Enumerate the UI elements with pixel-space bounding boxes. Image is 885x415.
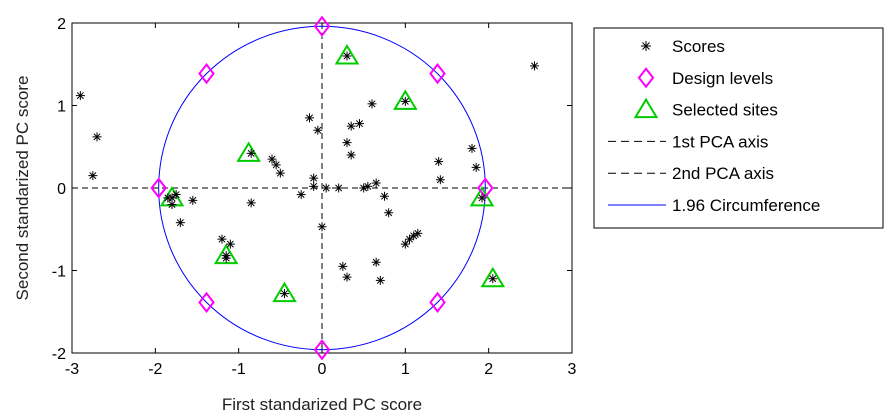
score-point	[380, 191, 389, 201]
legend-entry: 1.96 Circumference	[608, 196, 820, 215]
design-level-point	[198, 63, 215, 85]
legend-entry: 1st PCA axis	[608, 132, 768, 151]
selected-site-point	[469, 185, 495, 207]
score-point	[488, 274, 498, 284]
score-point	[246, 148, 256, 158]
x-tick-label: -2	[148, 361, 162, 378]
legend-box	[593, 27, 884, 229]
score-point	[346, 150, 356, 160]
score-point	[271, 160, 281, 170]
x-axis-label: First standarized PC score	[222, 395, 422, 414]
x-tick-label: 0	[318, 361, 327, 378]
legend: Scores Design levels Selected sites 1st PCA…	[593, 27, 884, 229]
score-point	[217, 234, 227, 244]
score-point	[371, 257, 381, 267]
selected-site-point	[272, 281, 297, 303]
y-tick-label: 0	[57, 181, 66, 198]
score-point	[367, 99, 377, 109]
score-point	[400, 96, 410, 106]
score-point	[267, 154, 277, 164]
score-point	[334, 183, 344, 193]
score-point	[471, 162, 481, 172]
selected-site-point	[236, 141, 261, 162]
x-tick-label: 2	[484, 361, 493, 378]
score-point	[342, 51, 352, 61]
x-tick-label: 1	[401, 361, 410, 378]
design-level-point	[313, 15, 331, 37]
y-tick-label: -2	[52, 346, 66, 363]
score-point	[305, 113, 314, 123]
design-level-point	[429, 291, 446, 313]
score-point	[280, 289, 289, 299]
legend-entry: Design levels	[637, 67, 773, 89]
score-point	[375, 275, 385, 285]
score-point	[309, 181, 319, 191]
design-level-point	[429, 63, 446, 85]
y-tick-label: 2	[57, 16, 66, 33]
score-point	[88, 171, 98, 181]
score-point	[435, 175, 445, 185]
score-point	[400, 239, 410, 249]
score-point	[346, 121, 356, 131]
legend-label: 1st PCA axis	[672, 132, 768, 151]
score-point	[434, 157, 444, 167]
score-point	[530, 61, 539, 71]
score-point	[321, 183, 331, 193]
score-point	[225, 239, 235, 249]
legend-label: 2nd PCA axis	[672, 164, 774, 183]
x-tick-label: -3	[65, 361, 79, 378]
score-point	[355, 119, 364, 129]
score-point	[313, 125, 323, 135]
score-point	[342, 138, 352, 148]
score-point	[363, 181, 373, 191]
score-point	[309, 173, 319, 183]
score-point	[188, 195, 198, 205]
legend-entry: 2nd PCA axis	[608, 164, 774, 183]
circumference-circle	[158, 25, 486, 351]
score-point	[92, 132, 102, 142]
legend-label: Design levels	[672, 69, 773, 88]
score-point	[342, 272, 352, 282]
design-level-point	[477, 177, 494, 199]
selected-site-point	[334, 44, 360, 65]
legend-entry: Selected sites	[633, 97, 778, 120]
score-point	[221, 251, 231, 261]
score-point	[413, 228, 423, 238]
score-point	[338, 261, 348, 271]
x-tick-label: 3	[568, 361, 577, 378]
y-tick-label: 1	[57, 99, 66, 116]
y-tick-label: -1	[52, 264, 66, 281]
legend-label: 1.96 Circumference	[672, 196, 820, 215]
legend-entry: Scores	[641, 37, 725, 56]
legend-label: Selected sites	[672, 101, 778, 120]
score-point	[167, 193, 177, 203]
selected-site-point	[213, 243, 239, 265]
y-axis-label: Second standarized PC score	[13, 76, 32, 301]
x-tick-label: -1	[232, 361, 246, 378]
score-point	[275, 168, 285, 178]
score-point	[75, 91, 85, 101]
selected-site-point	[393, 89, 418, 110]
legend-label: Scores	[672, 37, 725, 56]
score-point	[317, 222, 327, 232]
score-point	[296, 190, 306, 200]
design-level-point	[313, 339, 331, 361]
plot-area	[71, 15, 573, 361]
score-point	[246, 198, 256, 208]
score-point	[467, 143, 477, 153]
score-point	[175, 218, 185, 228]
score-point	[384, 208, 394, 218]
score-point	[477, 193, 487, 203]
design-level-point	[198, 291, 215, 313]
selected-site-point	[480, 266, 506, 288]
design-level-point	[150, 177, 167, 199]
score-point	[371, 178, 381, 188]
